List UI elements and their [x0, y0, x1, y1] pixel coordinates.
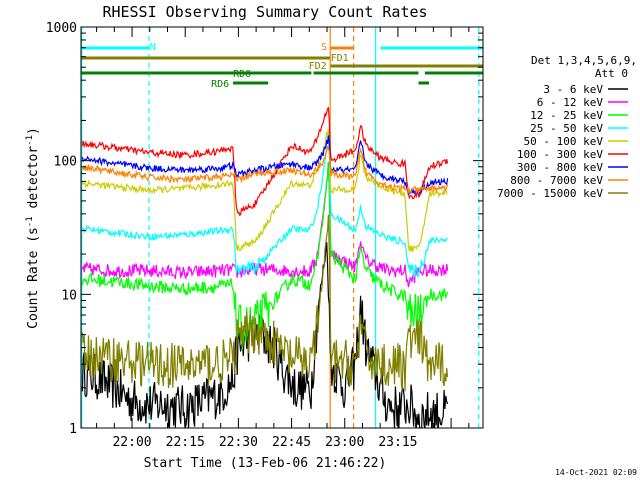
legend-label: 800 - 7000 keV: [510, 174, 603, 187]
legend-label: 50 - 100 keV: [524, 135, 604, 148]
x-axis-label: Start Time (13-Feb-06 21:46:22): [144, 456, 387, 471]
x-tick-label: 22:15: [166, 435, 205, 450]
y-tick-label: 100: [54, 155, 77, 170]
detectors-label: Det 1,3,4,5,6,9,: [531, 54, 637, 67]
y-tick-label: 10: [61, 288, 77, 303]
flag-label-rd0: RD0: [233, 69, 251, 80]
series-line-800-7000-kev: [81, 145, 449, 195]
series-line-50-100-kev: [81, 129, 448, 252]
status-flag-bars: N S FD1 FD2 RD0 RD6: [81, 42, 483, 90]
y-axis-label: Count Rate (s-1 detector-1): [25, 127, 41, 329]
legend-label: 100 - 300 keV: [517, 148, 603, 161]
y-axis-label-prefix: Count Rate (s: [26, 227, 41, 329]
y-axis-ticks: 1 10 100 1000: [46, 21, 483, 437]
attenuator-label: Att 0: [595, 67, 628, 80]
y-axis-label-exponent-2: -1: [25, 135, 35, 146]
legend-label: 3 - 6 keV: [543, 83, 603, 96]
flag-label-s: S: [321, 42, 327, 53]
series-line-6-12-kev: [81, 161, 449, 288]
x-tick-label: 22:45: [272, 435, 311, 450]
x-tick-label: 22:30: [219, 435, 258, 450]
y-axis-label-exponent: -1: [25, 216, 35, 227]
legend-label: 25 - 50 keV: [530, 122, 603, 135]
x-axis-ticks: 22:00 22:15 22:30 22:45 23:00 23:15: [96, 27, 470, 450]
series-line-12-25-kev: [81, 161, 449, 350]
flag-label-fd1: FD1: [331, 53, 349, 64]
legend-label: 7000 - 15000 keV: [497, 187, 603, 200]
x-tick-label: 23:00: [325, 435, 364, 450]
chart-title: RHESSI Observing Summary Count Rates: [102, 3, 427, 21]
y-axis-label-mid: detector: [26, 146, 41, 217]
series-line-300-800-kev: [81, 135, 449, 196]
plot-frame: [80, 26, 484, 429]
x-tick-label: 22:00: [112, 435, 151, 450]
y-tick-label: 1000: [46, 21, 77, 36]
flag-label-rd6: RD6: [211, 79, 229, 90]
y-tick-label: 1: [69, 422, 77, 437]
legend-label: 300 - 800 keV: [517, 161, 603, 174]
flag-label-fd2: FD2: [309, 61, 327, 72]
series-line-100-300-kev: [81, 106, 449, 217]
legend-label: 6 - 12 keV: [537, 96, 604, 109]
series-lines: [81, 106, 449, 428]
x-tick-label: 23:15: [378, 435, 417, 450]
y-axis-label-suffix: ): [26, 127, 41, 135]
legend-label: 12 - 25 keV: [530, 109, 603, 122]
flag-label-n: N: [150, 42, 156, 53]
generation-timestamp: 14-Oct-2021 02:09: [555, 468, 637, 477]
series-line-25-50-kev: [82, 132, 448, 280]
series-line-7000-15000-kev: [81, 214, 449, 392]
